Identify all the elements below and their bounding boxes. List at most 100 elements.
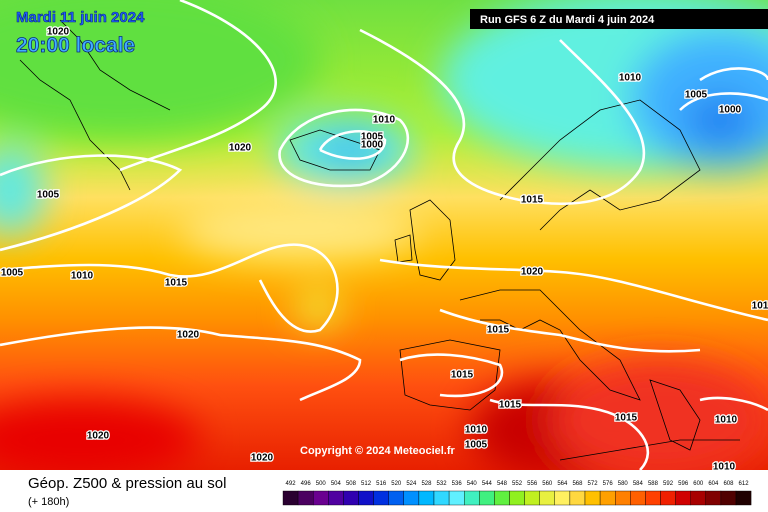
run-banner: [470, 9, 768, 29]
isobar-label: 1005: [361, 132, 384, 143]
scale-label: 556: [527, 481, 538, 487]
scale-swatch: [735, 490, 752, 506]
scale-label: 512: [361, 481, 372, 487]
scale-label: 580: [618, 481, 629, 487]
footer-subtitle: (+ 180h): [28, 496, 69, 508]
isobar-label: 1020: [521, 267, 544, 278]
isobar-label: 1020: [251, 453, 274, 464]
scale-label: 576: [603, 481, 614, 487]
scale-swatch: [388, 490, 405, 506]
scale-label: 596: [678, 481, 689, 487]
isobar-label: 1015: [615, 413, 638, 424]
scale-label: 504: [331, 481, 342, 487]
isobar-label: 1005: [1, 268, 24, 279]
scale-label: 520: [391, 481, 402, 487]
date-label: Mardi 11 juin 2024: [16, 9, 145, 26]
scale-swatch: [464, 490, 480, 506]
scale-swatch: [358, 490, 374, 506]
scale-swatch: [297, 490, 314, 506]
footer-title: Géop. Z500 & pression au sol: [28, 475, 226, 492]
scale-swatch: [313, 490, 329, 506]
isobar-label: 1020: [87, 431, 110, 442]
isobar-label: 1000: [719, 105, 742, 116]
isobar-label: 1015: [487, 325, 510, 336]
time-label: 20:00 locale: [16, 34, 135, 57]
isobar-label: 1015: [165, 278, 188, 289]
scale-label: 592: [663, 481, 674, 487]
scale-label: 608: [723, 481, 734, 487]
isobar-label: 1020: [229, 143, 252, 154]
scale-swatch: [705, 490, 722, 506]
isobar-label: 1015: [499, 400, 522, 411]
scale-swatch: [690, 490, 707, 506]
scale-label: 536: [452, 481, 463, 487]
scale-label: 528: [421, 481, 432, 487]
isobar-label: 1015: [451, 370, 474, 381]
scale-label: 508: [346, 481, 357, 487]
coastlines: [19, 19, 740, 461]
scale-swatch: [584, 490, 601, 506]
scale-swatch: [554, 490, 571, 506]
scale-label: 612: [739, 481, 750, 487]
run-label: Run GFS 6 Z du Mardi 4 juin 2024: [480, 14, 655, 26]
scale-label: 544: [482, 481, 493, 487]
scale-swatch: [479, 490, 495, 506]
scale-label: 588: [648, 481, 659, 487]
scale-label: 600: [693, 481, 704, 487]
scale-swatch: [539, 490, 556, 506]
scale-swatch: [524, 490, 540, 506]
scale-label: 524: [406, 481, 417, 487]
scale-swatch: [418, 490, 435, 506]
scale-label: 532: [437, 481, 448, 487]
scale-label: 500: [316, 481, 327, 487]
scale-swatch: [660, 490, 676, 506]
scale-swatch: [343, 490, 359, 506]
isobar-label: 1010: [619, 73, 642, 84]
isobar-label: 1000: [361, 140, 384, 151]
scale-label: 496: [301, 481, 312, 487]
scale-label: 552: [512, 481, 523, 487]
scale-label: 568: [572, 481, 583, 487]
scale-swatch: [282, 490, 299, 506]
scale-label: 572: [588, 481, 599, 487]
scale-label: 540: [467, 481, 478, 487]
isobar-label: 101: [752, 301, 768, 312]
scale-swatch: [569, 490, 586, 506]
scale-label: 548: [497, 481, 508, 487]
isobar-labels: 1020 1020 1010 1005 1000 1005 1010 1005 …: [0, 25, 768, 474]
scale-label: 492: [286, 481, 297, 487]
isobar-label: 1010: [715, 415, 738, 426]
scale-swatch: [675, 490, 691, 506]
scale-label: 584: [633, 481, 644, 487]
scale-label: 560: [542, 481, 553, 487]
scale-swatch: [494, 490, 510, 506]
scale-swatch: [599, 490, 616, 506]
map-field: [0, 0, 768, 470]
isobar-label: 1015: [521, 195, 544, 206]
isobar-lines: [0, 0, 768, 470]
scale-swatch: [448, 490, 465, 506]
scale-swatch: [615, 490, 631, 506]
scale-label: 564: [557, 481, 568, 487]
scale-label: 604: [708, 481, 719, 487]
scale-swatch: [433, 490, 450, 506]
copyright: Copyright © 2024 Meteociel.fr: [300, 445, 456, 457]
isobar-label: 1005: [685, 90, 708, 101]
isobar-label: 1005: [37, 190, 60, 201]
isobar-label: 1020: [47, 27, 70, 38]
isobar-label: 1010: [71, 271, 94, 282]
scale-swatch: [403, 490, 420, 506]
scale-swatch: [630, 490, 646, 506]
scale-swatch: [373, 490, 389, 506]
scale-swatch: [328, 490, 344, 506]
scale-swatch: [509, 490, 525, 506]
scale-swatch: [645, 490, 661, 506]
scale-label: 516: [376, 481, 387, 487]
isobar-label: 1010: [465, 425, 488, 436]
isobar-label: 1010: [373, 115, 396, 126]
color-scale: 492 496 500 504 508 512 516 520 524 528 532 536 540 5…: [282, 481, 752, 506]
isobar-label: 1020: [177, 330, 200, 341]
scale-swatch: [720, 490, 737, 506]
isobar-label: 1005: [465, 440, 488, 451]
